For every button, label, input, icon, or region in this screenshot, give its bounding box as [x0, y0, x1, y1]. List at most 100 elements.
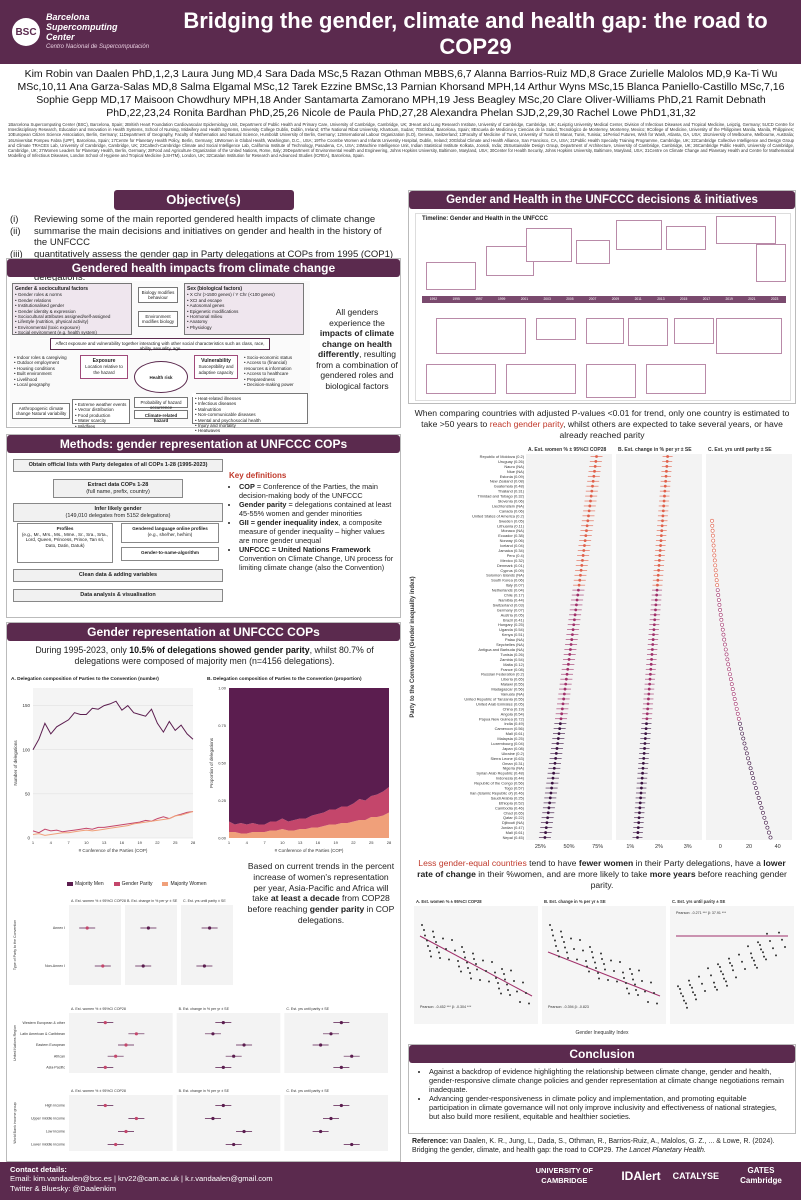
- estimate-point: [664, 474, 668, 478]
- data-point: [552, 934, 554, 937]
- data-point: [710, 974, 712, 977]
- estimate-point: [103, 1021, 107, 1025]
- estimate-point: [652, 633, 655, 637]
- data-point: [738, 953, 740, 956]
- timeline-year: 2019: [725, 297, 733, 301]
- profiles-title: Profiles: [56, 526, 74, 531]
- estimate-point: [85, 926, 89, 930]
- delegation-proportion-chart: B. Delegation composition of Parties to …: [207, 677, 397, 877]
- contact-social[interactable]: Twitter & Bluesky: @Daalenkim: [10, 1183, 117, 1193]
- estimate-point: [739, 726, 743, 731]
- x-tick-label: 13: [298, 840, 303, 845]
- data-point: [460, 970, 462, 973]
- forest-panel-title: C. Est. yrs until parity ± SE: [183, 899, 226, 903]
- country-label: Djibouti (NA): [502, 820, 525, 825]
- estimate-point: [659, 544, 662, 547]
- profiles-text: (e.g., Mr., Mrs., Ms., Mme., Sr., Sra., …: [21, 531, 109, 548]
- estimate-point: [661, 514, 665, 518]
- country-label: Liechtenstein (NA): [492, 503, 525, 508]
- country-label: Uruguay (0.26): [498, 459, 525, 464]
- data-point: [597, 972, 599, 974]
- estimate-point: [744, 751, 749, 756]
- estimate-point: [564, 682, 568, 686]
- estimate-point: [710, 528, 715, 533]
- estimate-point: [124, 1043, 128, 1047]
- gii-scatter-plots: A. Est. women % ± 95%CI COP28 Pearson: -0…: [414, 899, 794, 1036]
- estimate-point: [660, 524, 664, 528]
- data-point: [513, 980, 515, 982]
- estimate-point: [211, 1116, 215, 1121]
- estimate-point: [593, 464, 597, 468]
- estimate-point: [718, 612, 723, 617]
- bsc-logo-text: Barcelona Supercomputing Center Centro N…: [46, 12, 149, 52]
- data-point: [635, 989, 637, 991]
- estimate-point: [747, 761, 752, 766]
- definition-item: UNFCCC = United Nations Framework Conven…: [239, 545, 397, 572]
- country-panel: [706, 454, 792, 840]
- estimate-point: [654, 608, 657, 612]
- estimate-point: [662, 504, 666, 508]
- group-label: Asia-Pacific: [46, 1066, 65, 1070]
- estimate-point: [665, 460, 669, 463]
- data-point: [567, 957, 569, 959]
- timeline-note-box: [576, 240, 610, 264]
- sex-factors-box: Sex (biological factors) • X Chr (>1500 …: [184, 283, 304, 335]
- data-point: [728, 957, 730, 960]
- country-label: China (0.19): [503, 706, 525, 711]
- country-label: Netherlands (0.04): [492, 588, 525, 593]
- contact-email[interactable]: Email: kim.vandaalen@bsc.es | krv22@cam.…: [10, 1174, 273, 1184]
- data-point: [458, 965, 460, 968]
- hazard-items-box: • Extreme weather events • Vector distrib…: [72, 399, 130, 429]
- estimate-point: [232, 1142, 236, 1147]
- estimate-point: [564, 677, 568, 681]
- flow-step-2-label: Extract data COPs 1-28: [87, 482, 149, 488]
- data-point: [451, 939, 453, 941]
- timeline-year: 1997: [475, 297, 483, 301]
- data-point: [784, 946, 786, 948]
- data-point: [464, 956, 466, 959]
- data-point: [585, 960, 587, 962]
- estimate-point: [715, 583, 720, 588]
- data-point: [701, 982, 703, 985]
- timeline-year: 2003: [543, 297, 551, 301]
- forest-panel: [69, 1013, 173, 1073]
- timeline-year: 2023: [770, 297, 779, 301]
- vuln-title: Vulnerability: [201, 358, 231, 364]
- biology-modifies-box: Biology modifies behaviour: [138, 287, 178, 303]
- x-tick-label: 22: [155, 840, 160, 845]
- country-label: Ethiopia (0.52): [499, 800, 525, 805]
- estimate-point: [559, 717, 563, 721]
- timeline-year: 2017: [702, 297, 711, 301]
- forest-panel: [69, 1095, 173, 1151]
- country-label: Sierra Leone (0.63): [490, 756, 524, 761]
- data-point: [732, 969, 734, 972]
- gender-factors-title: Gender & sociocultural factors: [15, 286, 89, 292]
- country-label: Slovenia (0.06): [498, 499, 525, 504]
- trend-2: from COP28 before reaching: [247, 893, 390, 915]
- x-tick-label: 22: [351, 840, 356, 845]
- forest-panel: [176, 1095, 281, 1151]
- list-item: • Access to healthcare: [244, 371, 289, 377]
- country-label: Madagascar (0.56): [491, 687, 524, 692]
- country-label: Malta (0.12): [503, 662, 524, 667]
- estimate-point: [558, 722, 562, 726]
- estimate-point: [562, 692, 566, 696]
- country-label: Mali (0.61): [506, 830, 525, 835]
- legend-label: Majority Women: [170, 881, 207, 887]
- flow-step-3-label: Infer likely gender: [94, 506, 142, 512]
- data-point: [604, 968, 606, 971]
- chart-a-title: A. Delegation composition of Parties to …: [11, 677, 159, 682]
- data-point: [747, 945, 749, 948]
- x-tick-label: 16: [316, 840, 321, 845]
- gendered-health-section: Gendered health impacts from climate cha…: [6, 258, 401, 450]
- estimate-point: [658, 549, 662, 552]
- estimate-point: [221, 1021, 225, 1025]
- trend-3: in COP delegations.: [297, 904, 395, 925]
- x-tick-label: 7: [67, 840, 70, 845]
- country-panel-title: B. Est. change in % per yr ± SE: [618, 447, 692, 453]
- estimate-point: [588, 504, 592, 508]
- bsc-logo: BSC Barcelona Supercomputing Center Cent…: [0, 0, 150, 64]
- estimate-point: [644, 732, 648, 736]
- estimate-point: [650, 657, 653, 661]
- data-point: [497, 982, 499, 984]
